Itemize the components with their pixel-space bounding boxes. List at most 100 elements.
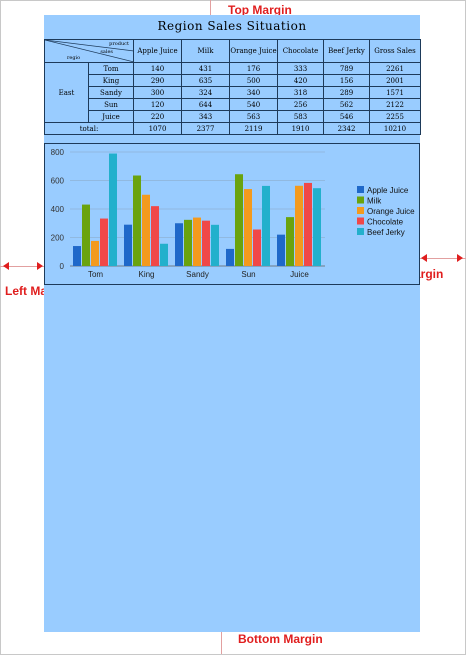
table-cell: 220	[133, 110, 182, 123]
x-tick-label: Sun	[241, 270, 255, 279]
table-cell: 635	[181, 74, 230, 87]
total-cell: 2342	[323, 122, 370, 135]
total-cell: 10210	[369, 122, 421, 135]
table-cell: 2122	[369, 98, 421, 111]
table-row: King 290 635 500 420 156 2001	[45, 74, 421, 87]
table-cell: 431	[181, 62, 230, 75]
corner-header-cell: product sales regio	[44, 39, 134, 63]
table-header-row: product sales regio Apple Juice Milk Ora…	[44, 39, 421, 63]
total-cell: 2377	[181, 122, 230, 135]
x-tick-label: Juice	[290, 270, 309, 279]
bar	[175, 223, 183, 266]
row-name-cell: Juice	[88, 110, 134, 123]
x-tick-label: Sandy	[186, 270, 209, 279]
region-cell: East	[44, 62, 89, 123]
table-cell: 540	[229, 98, 278, 111]
bar	[160, 243, 168, 266]
corner-region-label: regio	[67, 55, 81, 61]
table-cell: 563	[229, 110, 278, 123]
total-row: total: 1070 2377 2119 1910 2342 10210	[44, 122, 421, 135]
top-margin-label: Top Margin	[228, 3, 292, 17]
table-cell: 420	[277, 74, 324, 87]
corner-product-label: product	[109, 41, 129, 47]
x-tick-label: Tom	[88, 270, 103, 279]
column-header: Orange Juice	[229, 39, 278, 63]
total-label-cell: total:	[44, 122, 134, 135]
column-header: Beef Jerky	[323, 39, 370, 63]
table-cell: 340	[229, 86, 278, 99]
bar	[73, 246, 81, 266]
bar	[262, 185, 270, 266]
x-tick-label: King	[138, 270, 154, 279]
legend-swatch	[357, 196, 364, 204]
y-tick-label: 400	[51, 205, 65, 214]
bar	[202, 220, 210, 266]
sales-chart: 0 200 400 600 800 Tom King Sandy Sun Juice Apple J…	[44, 143, 420, 285]
y-tick-label: 200	[51, 234, 65, 243]
bottom-margin-line[interactable]	[221, 632, 222, 654]
bar	[226, 248, 234, 266]
y-tick-label: 0	[60, 262, 65, 271]
table-cell: 256	[277, 98, 324, 111]
bar	[253, 229, 261, 266]
left-margin-line[interactable]	[0, 266, 44, 267]
bar	[100, 218, 108, 266]
table-row: Juice 220 343 563 583 546 2255	[45, 110, 421, 123]
legend-label: Orange Juice	[367, 207, 415, 216]
table-cell: 120	[133, 98, 182, 111]
total-cell: 1910	[277, 122, 324, 135]
bar	[184, 219, 192, 266]
total-cell: 2119	[229, 122, 278, 135]
table-cell: 789	[323, 62, 370, 75]
table-cell: 324	[181, 86, 230, 99]
table-cell: 500	[229, 74, 278, 87]
sales-table: product sales regio Apple Juice Milk Ora…	[44, 39, 421, 135]
row-name-cell: Sun	[88, 98, 134, 111]
y-tick-label: 800	[51, 148, 65, 157]
legend-swatch	[357, 186, 364, 193]
bar	[235, 174, 243, 266]
right-margin-line[interactable]	[420, 258, 466, 259]
bar	[124, 224, 132, 266]
legend-swatch	[357, 217, 364, 225]
legend-swatch	[357, 228, 364, 235]
table-cell: 546	[323, 110, 370, 123]
table-row: Sun 120 644 540 256 562 2122	[45, 98, 421, 111]
table-cell: 318	[277, 86, 324, 99]
bar	[151, 206, 159, 266]
table-row: East Tom 140 431 176 333 789 2261	[44, 62, 421, 123]
table-cell: 333	[277, 62, 324, 75]
legend-label: Chocolate	[367, 218, 404, 227]
bar	[313, 188, 321, 266]
column-header: Chocolate	[277, 39, 324, 63]
bar	[211, 224, 219, 266]
table-cell: 156	[323, 74, 370, 87]
total-cell: 1070	[133, 122, 182, 135]
bar	[286, 217, 294, 266]
table-row: Sandy 300 324 340 318 289 1571	[45, 86, 421, 99]
table-cell: 300	[133, 86, 182, 99]
row-name-cell: Tom	[88, 62, 134, 75]
bar	[133, 175, 141, 266]
bar	[142, 194, 150, 266]
corner-sales-label: sales	[100, 49, 113, 55]
top-margin-line[interactable]	[210, 0, 211, 15]
table-cell: 2255	[369, 110, 421, 123]
legend-label: Beef Jerky	[367, 228, 405, 237]
bar	[304, 182, 312, 266]
table-cell: 562	[323, 98, 370, 111]
table-cell: 644	[181, 98, 230, 111]
bottom-margin-label: Bottom Margin	[238, 632, 323, 646]
table-cell: 1571	[369, 86, 421, 99]
bar	[193, 217, 201, 266]
y-tick-label: 600	[51, 177, 65, 186]
column-header: Apple Juice	[133, 39, 182, 63]
legend-label: Apple Juice	[367, 186, 409, 195]
bar	[277, 234, 285, 266]
legend-label: Milk	[367, 197, 382, 206]
bar	[109, 153, 117, 266]
report-title: Region Sales Situation	[157, 19, 307, 33]
table-cell: 140	[133, 62, 182, 75]
bar	[295, 185, 303, 266]
legend-swatch	[357, 207, 364, 214]
